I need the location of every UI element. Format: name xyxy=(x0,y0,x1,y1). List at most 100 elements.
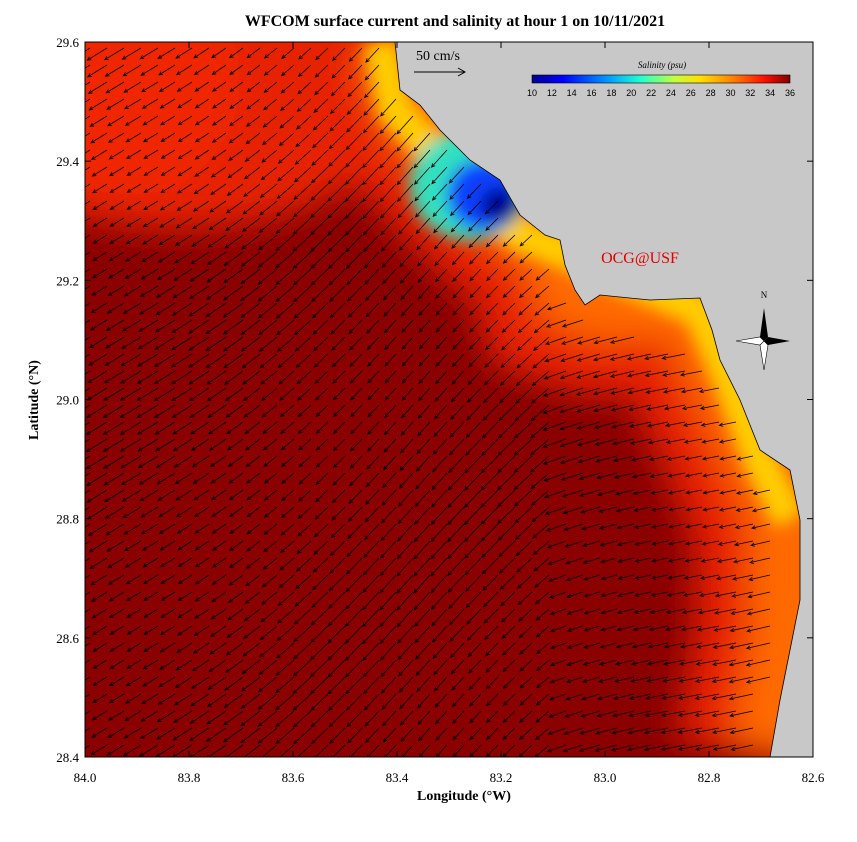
vector xyxy=(513,489,533,507)
vector xyxy=(598,523,618,530)
vector xyxy=(715,574,737,581)
vector xyxy=(544,353,567,363)
vector xyxy=(91,710,108,721)
vector xyxy=(379,166,397,186)
vector xyxy=(614,489,635,496)
vector xyxy=(125,676,142,687)
vector xyxy=(365,47,380,63)
vector xyxy=(730,608,754,615)
vector xyxy=(500,353,516,369)
vector xyxy=(328,591,346,609)
vector xyxy=(309,217,329,236)
vector xyxy=(194,81,210,92)
vector xyxy=(103,387,125,401)
vector xyxy=(279,115,295,129)
vector xyxy=(514,506,533,524)
vector xyxy=(483,608,499,624)
vector xyxy=(310,166,329,184)
vector xyxy=(384,421,397,436)
vector xyxy=(122,744,142,756)
vector xyxy=(281,47,295,60)
vector xyxy=(293,285,312,303)
vector xyxy=(158,506,176,518)
x-tick-label: 83.2 xyxy=(490,770,513,785)
vector xyxy=(159,659,176,670)
vector xyxy=(119,438,142,452)
vector xyxy=(559,370,584,380)
vector xyxy=(126,591,142,602)
vector xyxy=(109,676,125,686)
vector xyxy=(85,319,91,324)
vector xyxy=(205,727,227,742)
vector xyxy=(109,200,125,210)
vector xyxy=(240,285,261,302)
scale-label: 50 cm/s xyxy=(416,49,460,64)
vector xyxy=(222,302,244,318)
vector xyxy=(617,591,635,597)
vector xyxy=(365,489,380,505)
vector xyxy=(332,404,346,418)
vector xyxy=(497,523,516,541)
vector xyxy=(153,370,176,385)
vector xyxy=(413,540,431,560)
vector xyxy=(108,693,125,704)
vector xyxy=(177,132,193,143)
vector xyxy=(450,642,465,659)
vector xyxy=(480,506,499,525)
vector xyxy=(486,268,499,282)
vector xyxy=(480,523,499,542)
vector xyxy=(263,506,278,518)
vector xyxy=(348,64,363,80)
vector xyxy=(433,676,448,692)
vector xyxy=(415,642,431,660)
vector xyxy=(241,676,261,692)
vector xyxy=(450,659,465,675)
vector xyxy=(107,285,125,296)
vector xyxy=(435,336,448,350)
vector xyxy=(396,115,414,135)
vector xyxy=(583,642,601,649)
vector xyxy=(122,506,142,519)
vector xyxy=(155,455,176,468)
vector xyxy=(244,421,261,434)
vector xyxy=(363,98,380,116)
vector xyxy=(468,234,482,249)
vector xyxy=(160,132,176,142)
vector xyxy=(109,642,125,652)
vector xyxy=(583,574,601,581)
vector xyxy=(418,370,431,384)
vector xyxy=(500,591,516,607)
vector xyxy=(257,285,278,302)
vector xyxy=(600,591,618,598)
vector xyxy=(106,302,125,314)
vector xyxy=(616,625,635,632)
vector xyxy=(447,574,465,593)
vector xyxy=(396,132,414,152)
vector xyxy=(465,421,482,439)
vector xyxy=(297,404,312,418)
vector xyxy=(519,659,533,672)
vector xyxy=(430,591,448,610)
vector xyxy=(576,387,601,396)
vector xyxy=(484,642,499,657)
vector xyxy=(434,251,448,266)
vector xyxy=(329,115,346,132)
vector xyxy=(430,506,448,526)
vector xyxy=(413,149,431,169)
vector xyxy=(545,523,567,532)
vector xyxy=(685,523,703,529)
vector xyxy=(431,183,448,201)
vector xyxy=(171,302,193,316)
vector xyxy=(362,608,380,628)
vector xyxy=(260,608,278,623)
vector xyxy=(417,421,431,437)
colorbar-tick-label: 22 xyxy=(646,88,656,98)
vector xyxy=(126,642,142,652)
vector xyxy=(379,115,397,135)
vector xyxy=(138,455,159,469)
vector xyxy=(227,166,244,179)
vector xyxy=(517,319,533,334)
vector xyxy=(260,370,278,385)
vector xyxy=(746,625,771,633)
colorbar-tick-label: 20 xyxy=(626,88,636,98)
